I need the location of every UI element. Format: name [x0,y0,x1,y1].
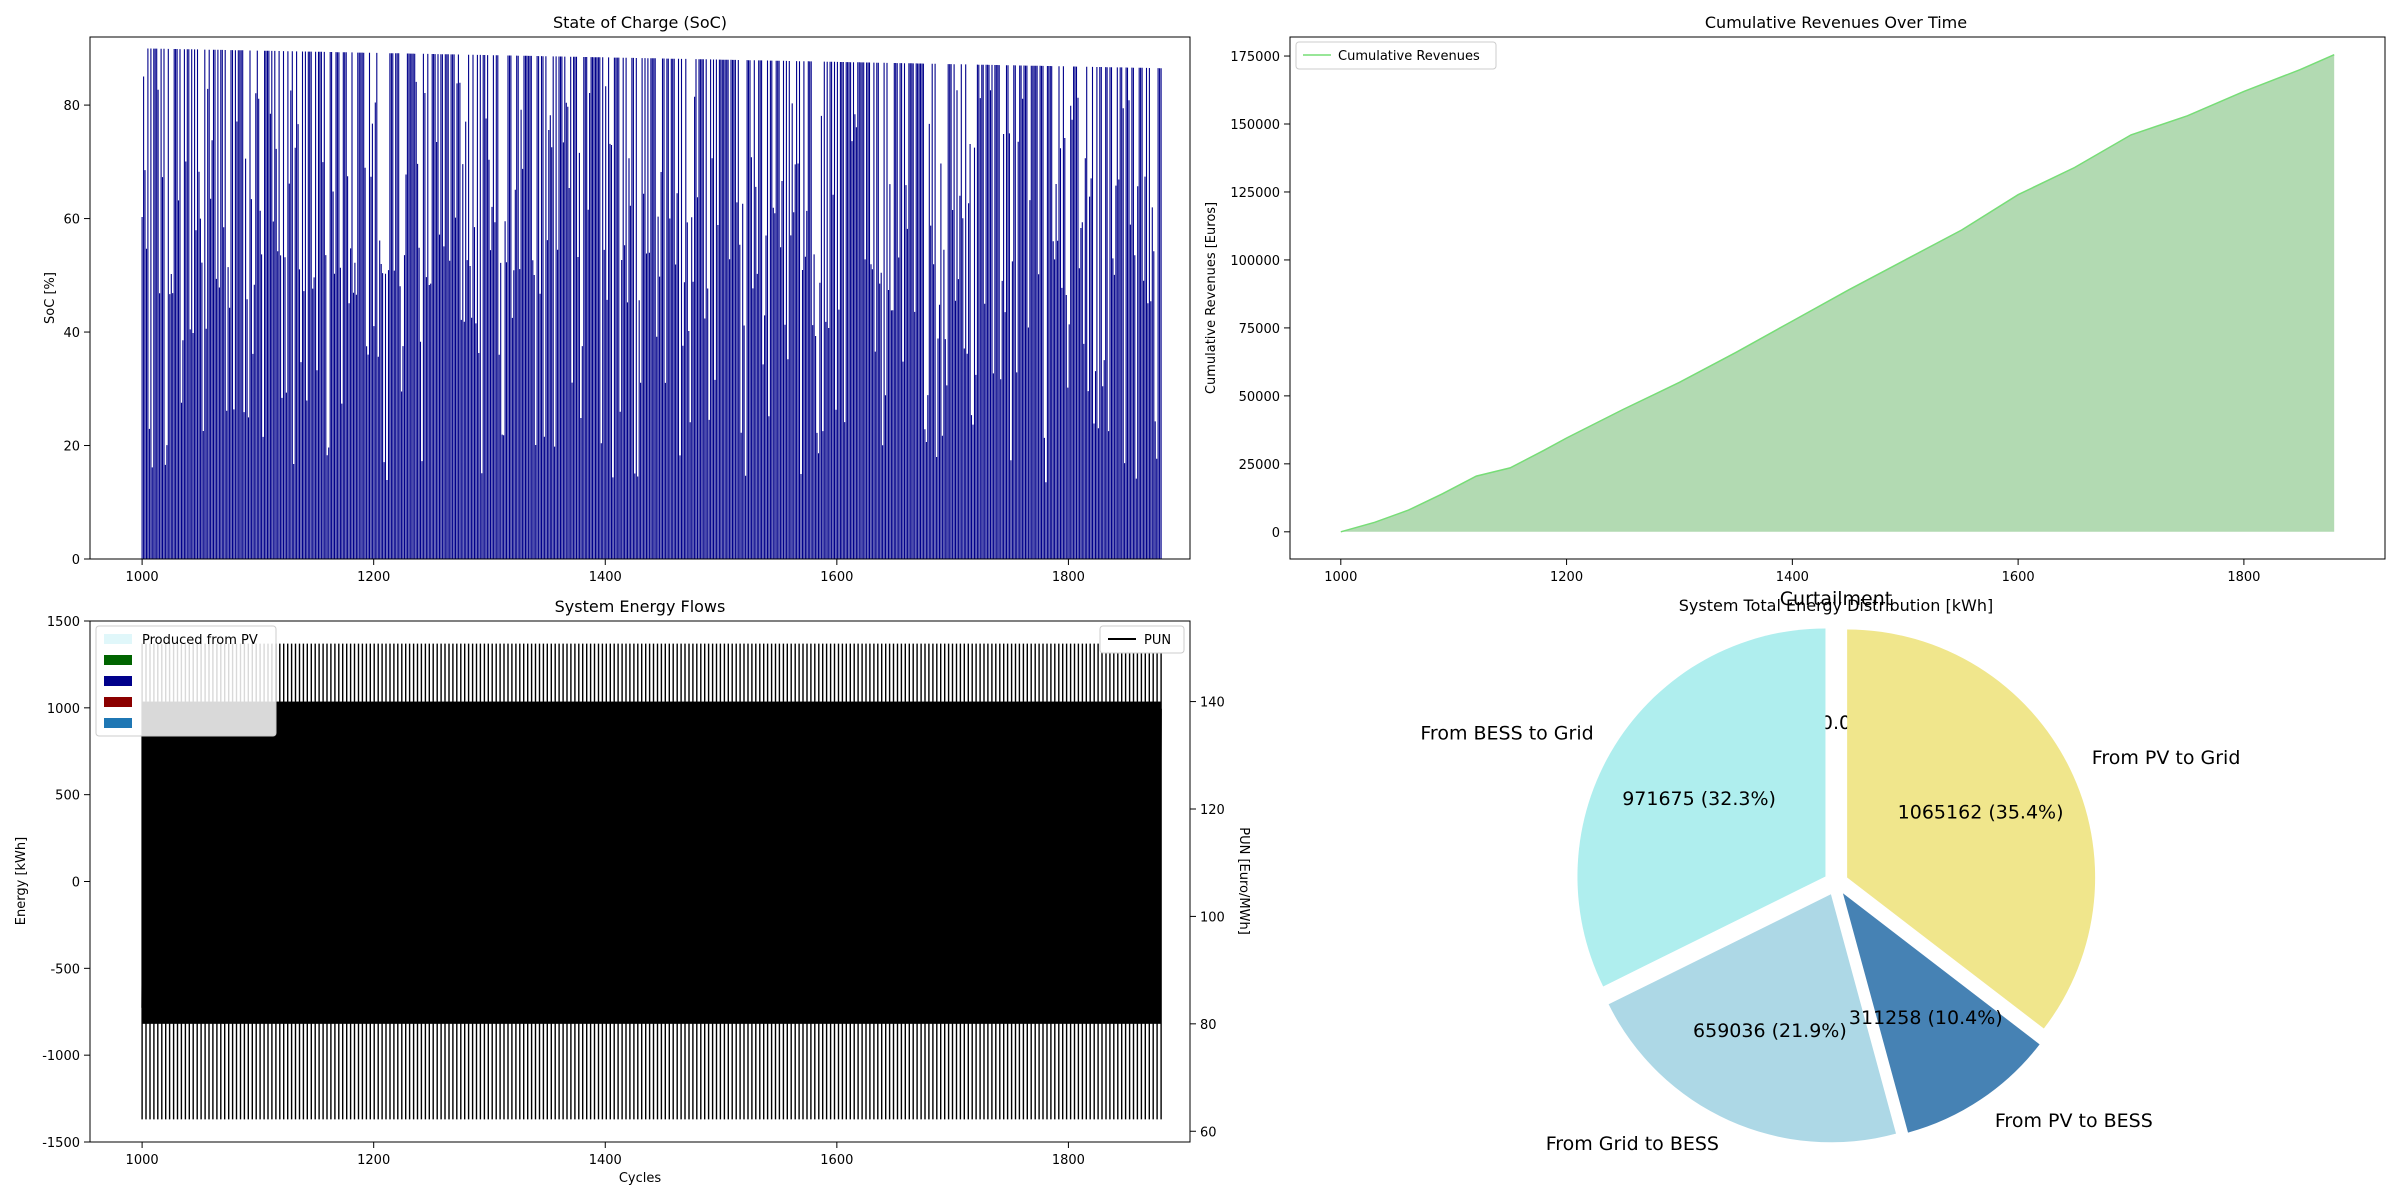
pie-slice-2 [1608,894,1897,1143]
soc-x-ticks: 1000 1200 1400 1600 1800 [126,559,1085,585]
flows-right-ytick-label-4: 140 [1200,696,1225,711]
flows-ytick-label-6: 1500 [47,615,80,630]
flows-legend-right: PUN [1099,625,1185,654]
flows-ytick-label-0: -1500 [42,1136,80,1151]
flows-ytick-label-2: -500 [50,962,80,977]
pie-slice-4 [1847,629,2096,1029]
flows-xtick-label-2: 1400 [589,1153,622,1168]
energy-flows-chart: System Energy Flows 1000 1200 1400 1600 1800… [14,597,1251,1186]
revenues-legend-box [1295,41,1497,70]
soc-ytick-label-4: 80 [63,99,80,114]
pie-value-label-4: 1065162 (35.4%) [1898,802,2064,824]
flows-title: System Energy Flows [555,597,726,616]
flows-xtick-label-3: 1600 [820,1153,853,1168]
soc-xtick-label-1: 1200 [357,570,390,585]
revenues-y-ticks: 0 25000 50000 75000 100000 125000 150000 175000 [1230,50,1290,541]
flows-legend-label-0: Produced from PV [142,633,258,648]
pie-title: System Total Energy Distribution [kWh] [1679,596,1993,615]
soc-axes-frame [89,36,1191,560]
pie-label-3: From PV to BESS [1995,1110,2153,1132]
flows-x-label: Cycles [619,1171,662,1186]
revenues-xtick-label-1: 1200 [1550,570,1583,585]
pie-value-label-1: 971675 (32.3%) [1622,788,1776,810]
pie-slice-1 [1577,628,1826,987]
flows-pun-line [141,701,1162,1024]
pie-label-1: From BESS to Grid [1420,723,1593,745]
soc-xtick-label-2: 1400 [589,570,622,585]
revenues-y-label: Cumulative Revenues [Euros] [1204,202,1219,394]
flows-legend-swatch-4 [104,718,132,728]
flows-ytick-label-3: 0 [72,876,80,891]
soc-ytick-label-2: 40 [63,326,80,341]
soc-xtick-label-3: 1600 [820,570,853,585]
flows-ytick-label-1: -1000 [42,1049,80,1064]
revenues-axes-frame [1289,36,2386,560]
flows-legend-swatch-3 [104,697,132,707]
flows-ytick-label-5: 1000 [47,702,80,717]
revenues-title: Cumulative Revenues Over Time [1705,13,1967,32]
flows-legend-swatch-0 [104,634,132,644]
soc-xtick-label-4: 1800 [1052,570,1085,585]
soc-series [141,48,1162,560]
flows-right-ytick-label-1: 80 [1200,1018,1217,1033]
flows-legend-right-box [1099,625,1185,654]
flows-y-ticks: -1500 -1000 -500 0 500 1000 1500 [42,615,90,1151]
soc-chart: State of Charge (SoC) 1000 1200 1400 1600 18… [43,13,1191,585]
revenues-xtick-label-3: 1600 [2002,570,2035,585]
pie-value-label-2: 659036 (21.9%) [1693,1020,1847,1042]
revenues-ytick-label-4: 100000 [1230,254,1280,269]
revenues-ytick-label-2: 50000 [1239,390,1280,405]
soc-ytick-label-0: 0 [72,553,80,568]
revenues-ytick-label-6: 150000 [1230,118,1280,133]
flows-xtick-label-4: 1800 [1052,1153,1085,1168]
revenues-x-ticks: 1000 1200 1400 1600 1800 [1324,559,2260,585]
flows-xtick-label-1: 1200 [357,1153,390,1168]
revenues-chart: Cumulative Revenues Over Time 1000 1200 14… [1204,13,2386,585]
pie-label-4: From PV to Grid [2092,747,2241,769]
revenues-xtick-label-2: 1400 [1776,570,1809,585]
flows-x-ticks: 1000 1200 1400 1600 1800 [126,1142,1085,1168]
pie-label-0: Curtailment [1780,588,1892,610]
revenues-ytick-label-3: 75000 [1239,322,1280,337]
pie-label-2: From Grid to BESS [1546,1133,1719,1155]
flows-right-ytick-label-3: 120 [1200,803,1225,818]
revenues-ytick-label-5: 125000 [1230,186,1280,201]
flows-legend-swatch-1 [104,655,132,665]
pie-slice-3 [1842,893,2040,1133]
soc-xtick-label-0: 1000 [126,570,159,585]
flows-xtick-label-0: 1000 [126,1153,159,1168]
flows-right-ytick-label-2: 100 [1200,910,1225,925]
soc-y-label: SoC [%] [43,272,58,324]
revenues-xtick-label-0: 1000 [1324,570,1357,585]
soc-title: State of Charge (SoC) [553,13,727,32]
energy-distribution-pie: System Total Energy Distribution [kWh] C… [1420,588,2240,1155]
revenues-area [1340,54,2335,532]
flows-legend-right-label: PUN [1144,633,1171,648]
soc-ytick-label-3: 60 [63,213,80,228]
flows-ytick-label-4: 500 [55,789,80,804]
soc-bars [141,48,1162,560]
revenues-legend-label: Cumulative Revenues [1338,49,1480,64]
revenues-legend: Cumulative Revenues [1295,41,1497,70]
revenues-xtick-label-4: 1800 [2227,570,2260,585]
soc-ytick-label-1: 20 [63,440,80,455]
revenues-line [1340,54,2335,533]
revenues-ytick-label-0: 0 [1272,526,1280,541]
revenues-ytick-label-7: 175000 [1230,50,1280,65]
flows-bars [141,643,1162,1120]
flows-legend-box [95,625,277,737]
revenues-ytick-label-1: 25000 [1239,458,1280,473]
pie-value-label-3: 311258 (10.4%) [1849,1007,2003,1029]
soc-y-ticks: 0 20 40 60 80 [63,99,90,568]
flows-y-label: Energy [kWh] [14,837,29,925]
flows-legend-swatch-2 [104,676,132,686]
flows-y-label-right: PUN [Euro/MWh] [1236,827,1251,935]
flows-y-ticks-right: 60 80 100 120 140 [1190,696,1225,1140]
flows-right-ytick-label-0: 60 [1200,1125,1217,1140]
flows-legend: Produced from PV [95,625,277,737]
